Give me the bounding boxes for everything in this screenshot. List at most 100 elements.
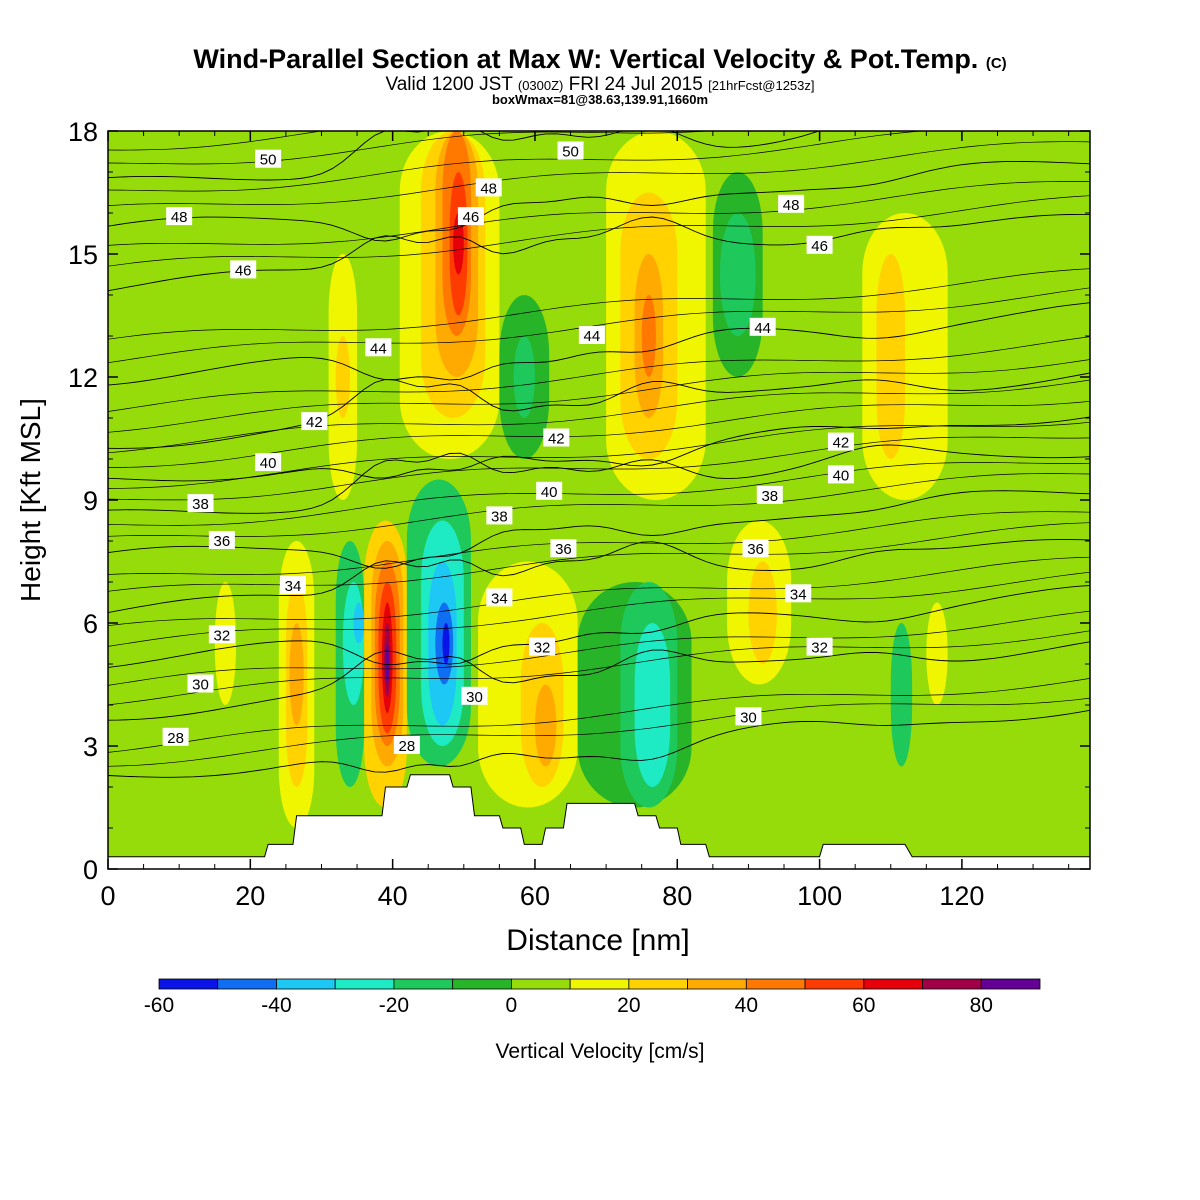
x-tick-label: 20 [235, 881, 265, 911]
isentrope-32 [108, 585, 1090, 668]
colorbar-label: Vertical Velocity [cm/s] [496, 1040, 705, 1063]
velocity-cell [876, 254, 905, 459]
contour-label-text: 28 [167, 730, 184, 747]
contour-label-text: 28 [399, 738, 416, 755]
contour-label-bg [393, 736, 420, 754]
contour-label-text: 42 [833, 435, 850, 452]
colorbar: -60 -40 -20 0 20 40 60 80 [144, 978, 1041, 1017]
contour-label: 36 [208, 531, 235, 550]
contour-label-text: 44 [370, 340, 387, 357]
colorbar-tick-label: -40 [261, 994, 291, 1017]
velocity-cell [335, 336, 350, 418]
contour-label: 48 [475, 178, 502, 197]
colorbar-segment [745, 978, 806, 990]
velocity-cell [385, 643, 390, 685]
contour-label-text: 48 [480, 180, 497, 197]
contour-label: 30 [461, 686, 488, 706]
contour-label-bg [166, 207, 193, 226]
velocity-cell [719, 213, 756, 336]
contour-label-text: 50 [562, 144, 579, 161]
isentrope-minor [108, 287, 1090, 364]
contour-label-bg [162, 727, 189, 746]
contour-label-text: 34 [790, 586, 807, 603]
contour-label: 28 [162, 727, 189, 747]
velocity-cell [214, 582, 237, 705]
colorbar-segment [510, 978, 571, 990]
contour-label-text: 44 [754, 320, 771, 337]
colorbar-segment [804, 978, 865, 990]
contour-label-bg [557, 141, 584, 160]
isentrope-minor [108, 181, 1090, 246]
colorbar-segment [217, 978, 277, 990]
contour-label-bg [208, 531, 235, 549]
isentrope-30 [108, 641, 1090, 721]
isentrope-minor [108, 336, 1090, 412]
x-axis: 0 20 40 60 80 100 120 [100, 131, 1070, 911]
x-axis-label: Distance [nm] [506, 924, 689, 957]
contour-label-bg [365, 338, 392, 357]
contour-label-bg [806, 637, 833, 656]
isentrope-lines [108, 131, 1090, 778]
contour-label-bg [536, 481, 563, 500]
colorbar-segment [158, 978, 219, 990]
contour-label-bg [827, 432, 854, 451]
isentrope-minor [108, 436, 1090, 501]
contour-label: 38 [187, 494, 214, 513]
x-tick-label: 60 [520, 881, 550, 911]
contour-label-bg [457, 207, 484, 226]
y-tick-label: 12 [68, 363, 98, 393]
contour-label: 46 [230, 260, 257, 279]
contour-label-bg [230, 260, 257, 279]
isentrope-50 [108, 131, 821, 181]
contour-label-text: 38 [491, 508, 508, 525]
contour-label: 34 [486, 588, 513, 607]
y-tick-label: 3 [83, 732, 98, 762]
isentrope-40 [108, 416, 1090, 482]
velocity-field [108, 131, 1090, 869]
contour-label-bg [475, 178, 502, 197]
colorbar-segment [393, 978, 454, 990]
contour-label: 30 [187, 674, 214, 694]
isentrope-minor [108, 462, 1090, 526]
isentrope-minor [108, 571, 1090, 647]
contour-label: 36 [550, 539, 577, 558]
velocity-cell [926, 602, 948, 705]
isentrope-minor [108, 131, 927, 192]
colorbar-tick-label: 20 [617, 994, 640, 1017]
contour-label-bg [529, 637, 556, 656]
velocity-cell [513, 336, 535, 418]
contour-label-text: 42 [306, 414, 323, 431]
isentrope-minor [108, 141, 1090, 206]
isentrope-minor [108, 511, 1090, 575]
contour-label-bg [543, 428, 570, 447]
forecast-info: [21hrFcst@1253z] [708, 78, 815, 93]
contour-label-text: 36 [747, 541, 764, 558]
colorbar-segment [980, 978, 1041, 990]
velocity-cell [108, 705, 165, 869]
velocity-cell [634, 623, 671, 787]
contour-label: 48 [778, 194, 805, 214]
velocity-cell [289, 623, 304, 726]
y-tick-label: 9 [83, 486, 98, 516]
isentrope-minor [108, 556, 1090, 627]
contour-label-text: 46 [463, 209, 480, 226]
colorbar-tick-label: 40 [735, 994, 758, 1017]
isentrope-minor [108, 131, 324, 151]
colorbar-segment [687, 978, 747, 990]
contour-label-bg [550, 539, 577, 558]
contour-label: 36 [742, 539, 769, 558]
y-tick-label: 15 [68, 240, 98, 270]
velocity-cell [890, 623, 913, 767]
contour-label-text: 30 [740, 709, 757, 726]
contour-label-text: 32 [534, 640, 551, 657]
contour-label-text: 46 [811, 238, 828, 255]
contour-label: 30 [735, 707, 762, 726]
isentrope-48 [108, 160, 1090, 242]
contour-label-text: 32 [811, 640, 828, 657]
contour-label-bg [806, 235, 833, 254]
terrain [108, 774, 1090, 869]
isentrope-28 [108, 709, 1090, 778]
contour-label-text: 40 [833, 467, 850, 484]
